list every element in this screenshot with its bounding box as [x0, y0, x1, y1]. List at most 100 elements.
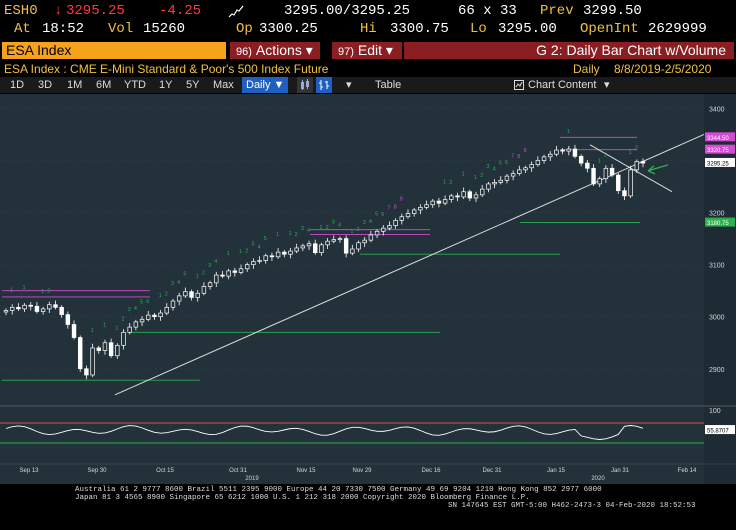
y-tick-label: 3000: [709, 315, 725, 322]
sequential-count: 1: [23, 285, 26, 291]
candle-body: [269, 255, 275, 258]
candle-body: [108, 342, 114, 357]
chart-date-range[interactable]: 8/8/2019-2/5/2020: [614, 62, 712, 76]
price-tag-label: 3344.50: [707, 136, 729, 142]
year-label: 2019: [245, 476, 259, 482]
range-1d-button[interactable]: 1D: [10, 79, 25, 91]
range-6m-button[interactable]: 6M: [96, 79, 112, 91]
candle-body: [362, 239, 367, 244]
candle-style-icon[interactable]: [297, 77, 313, 93]
candle-body: [597, 178, 602, 185]
candle-body: [102, 342, 108, 351]
sequential-count: 3: [128, 307, 131, 313]
sequential-count: 3: [171, 281, 174, 287]
table-button[interactable]: Table: [375, 79, 402, 91]
candle-body: [387, 225, 392, 229]
chart-period: Daily: [573, 62, 600, 76]
candle-body: [560, 149, 565, 152]
sequential-count: 1: [41, 289, 44, 295]
sequential-count: 2: [480, 173, 483, 179]
candle-body: [164, 306, 170, 314]
chart-content-button[interactable]: Chart Content: [528, 79, 597, 91]
range-max-button[interactable]: Max: [213, 79, 234, 91]
candle-body: [176, 295, 182, 302]
candle-body: [71, 324, 77, 338]
candle-body: [78, 337, 83, 370]
chart-content-dropdown-icon[interactable]: ▾: [604, 79, 610, 91]
frequency-dropdown[interactable]: Daily ▼: [242, 77, 289, 93]
sequential-count: 3: [251, 241, 254, 247]
sequential-count: 8: [394, 204, 397, 210]
price-tag-box: [705, 132, 735, 142]
price-tag-label: 3295.25: [707, 161, 729, 167]
candle-body: [498, 179, 503, 183]
candle-body: [461, 191, 466, 198]
candle-body: [288, 250, 293, 255]
sparkline-icon: [228, 5, 244, 18]
candle-body: [152, 314, 157, 318]
grid-lines: [0, 108, 704, 370]
candle-body: [263, 255, 268, 261]
sequential-count: 4: [134, 306, 137, 312]
candle-body: [517, 169, 522, 174]
candle-body: [16, 306, 21, 310]
range-ytd-button[interactable]: YTD: [124, 79, 146, 91]
candle-body: [337, 238, 343, 240]
candle-body: [479, 188, 485, 196]
chevron-down-icon[interactable]: ▾: [346, 79, 352, 91]
actions-menu[interactable]: 96) Actions ▾: [230, 42, 320, 59]
candle-body: [572, 148, 578, 157]
candle-body: [226, 270, 231, 277]
candle-body: [436, 200, 442, 204]
candle-body: [22, 304, 27, 310]
candles: [3, 144, 646, 380]
bid-ask: 3295.00/3295.25: [284, 3, 411, 19]
candle-body: [411, 209, 417, 214]
edit-menu[interactable]: 97) Edit ▾: [332, 42, 402, 59]
candle-body: [566, 148, 571, 152]
sequential-count: 5: [499, 160, 502, 166]
price-tag-label: 3180.75: [707, 221, 729, 227]
chart-content-icon[interactable]: [514, 77, 524, 93]
candle-body: [115, 344, 120, 357]
candle-body: [449, 195, 454, 200]
candle-body: [214, 274, 219, 284]
candle-body: [374, 230, 380, 236]
candle-body: [381, 227, 386, 232]
sequential-count: 1: [443, 180, 446, 186]
sequential-count: 1: [629, 150, 632, 156]
range-1y-button[interactable]: 1Y: [159, 79, 173, 91]
x-tick-label: Jan 31: [611, 468, 630, 474]
sequential-count: 8: [517, 154, 520, 160]
prev-label: Prev: [540, 3, 574, 19]
candle-body: [634, 161, 640, 171]
security-field[interactable]: ESA Index: [2, 42, 226, 59]
x-tick-label: Oct 15: [156, 468, 174, 474]
price-tag-box: [705, 157, 735, 167]
candle-body: [535, 160, 541, 165]
oscillator-panel: 100 55.8707: [0, 408, 735, 444]
quote-row-1: ESH0 ↓ 3295.25 -4.25 3295.00/3295.25 66 …: [0, 3, 736, 21]
candle-body: [59, 306, 64, 315]
range-5y-button[interactable]: 5Y: [186, 79, 200, 91]
time-value: 18:52: [42, 21, 85, 37]
range-1m-button[interactable]: 1M: [67, 79, 83, 91]
bar-style-icon[interactable]: [316, 77, 332, 93]
y-tick-label: 3100: [709, 263, 725, 270]
candle-body: [3, 310, 9, 313]
candle-body: [393, 220, 398, 226]
candle-body: [201, 286, 207, 294]
high-value: 3300.75: [390, 21, 449, 37]
high-label: Hi: [360, 21, 377, 37]
range-3d-button[interactable]: 3D: [38, 79, 53, 91]
candle-body: [189, 291, 194, 298]
candle-body: [40, 308, 46, 312]
sequential-count: 1: [115, 325, 118, 331]
sequential-count: 7: [511, 154, 514, 160]
year-label: 2020: [591, 476, 605, 482]
x-tick-label: Nov 29: [352, 468, 372, 474]
sequential-count: 2: [202, 270, 205, 276]
price-tag-box: [705, 217, 735, 227]
low-value: 3295.00: [498, 21, 557, 37]
